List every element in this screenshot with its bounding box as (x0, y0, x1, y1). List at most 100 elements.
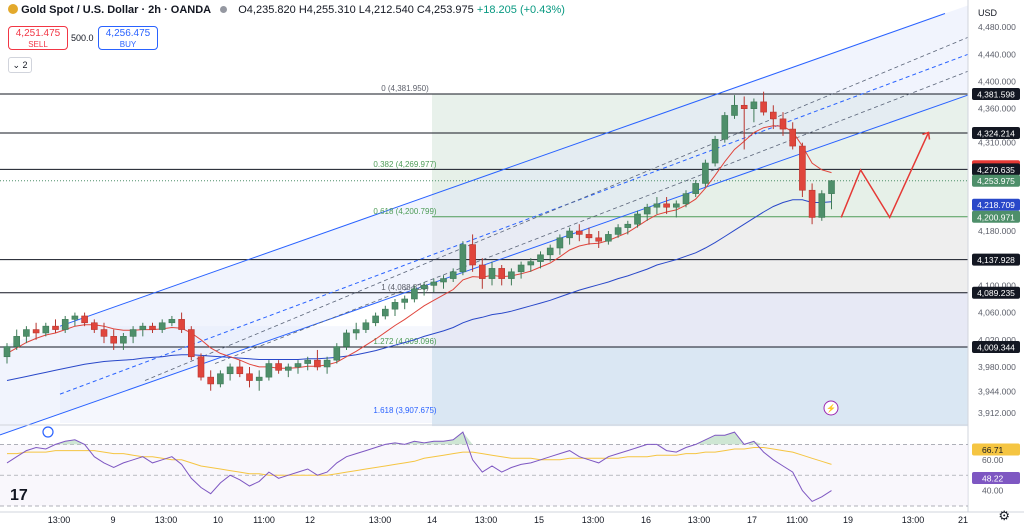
candle (789, 128, 797, 147)
order-quantity[interactable]: 500.0 (71, 33, 94, 43)
candle (595, 237, 603, 242)
candle (284, 366, 292, 371)
gear-icon[interactable]: ⚙ (998, 508, 1010, 523)
ohlc-low: L4,212.540 (358, 4, 414, 16)
indicator-toggle-button[interactable]: ⌄ 2 (8, 57, 32, 73)
candle (828, 180, 835, 194)
candle (226, 366, 234, 375)
rsi-settings-icon (42, 426, 54, 438)
fib-label-0: 0 (4,381.950) (381, 84, 429, 93)
price-level-badge-label: 4,089.235 (977, 288, 1015, 298)
candle (61, 319, 69, 330)
candle (711, 138, 719, 164)
candle (23, 329, 30, 337)
candle (643, 206, 651, 215)
sell-price: 4,251.475 (15, 28, 61, 39)
price-tick-label: 4,180.000 (978, 226, 1016, 236)
buy-button[interactable]: 4,256.475 BUY (98, 26, 158, 50)
candle (401, 298, 409, 303)
time-tick-label: 13:00 (902, 515, 925, 525)
regression-channel-fill (0, 5, 968, 435)
ohlc-open: O4,235.820 (238, 4, 296, 16)
candle (478, 264, 486, 279)
candle (3, 346, 11, 358)
fib-label-1.272: 1.272 (4,009.096) (373, 337, 436, 346)
price-tick-label: 4,360.000 (978, 104, 1016, 114)
price-level-badge (972, 210, 1020, 223)
candle (32, 329, 40, 334)
time-tick-label: 14 (427, 515, 437, 525)
candle (120, 336, 127, 344)
forecast-arrowhead-icon (922, 131, 931, 140)
symbol-title[interactable]: Gold Spot / U.S. Dollar · 2h · OANDA (21, 4, 212, 16)
candle (585, 234, 593, 239)
rsi-ma-line (7, 447, 832, 476)
candle (81, 315, 88, 324)
time-tick-label: 19 (843, 515, 853, 525)
candle (537, 254, 544, 262)
sell-button[interactable]: 4,251.475 SELL (8, 26, 68, 50)
price-tick-label: 4,400.000 (978, 76, 1016, 86)
candle (740, 104, 748, 109)
time-tick-label: 10 (213, 515, 223, 525)
forecast-path (840, 132, 930, 220)
ohlc-close: C4,253.975 (416, 4, 474, 16)
candle (149, 325, 156, 330)
price-level-badge (972, 88, 1020, 100)
rsi-value-label: 66.71 (982, 445, 1004, 455)
time-tick-label: 15 (534, 515, 544, 525)
chart-header: Gold Spot / U.S. Dollar · 2h · OANDA O4,… (8, 4, 565, 16)
candle (614, 227, 622, 235)
price-level-badge (972, 286, 1020, 299)
fib-label-1.618: 1.618 (3,907.675) (373, 406, 436, 415)
candle (197, 356, 205, 378)
price-level-badge-label: 4,009.344 (977, 343, 1015, 353)
candle (653, 203, 661, 208)
candle (605, 234, 612, 242)
rsi-ma-badge (972, 471, 1020, 484)
tradingview-logo-icon: 17 (10, 487, 28, 504)
sell-label: SELL (28, 40, 48, 49)
candle (508, 271, 515, 279)
candle (255, 376, 263, 381)
channel-dash-line (144, 36, 969, 381)
price-level-badge-label: 4,324.214 (977, 129, 1015, 139)
candle (527, 261, 535, 266)
time-tick-label: 13:00 (688, 515, 711, 525)
candle (265, 363, 273, 378)
time-tick-label: 13:00 (48, 515, 71, 525)
price-level-badge (972, 253, 1020, 266)
gold-symbol-icon (8, 4, 18, 14)
candle (750, 101, 758, 109)
candle (721, 115, 729, 140)
candle (546, 247, 554, 256)
candle (343, 332, 350, 347)
time-tick-label: 13:00 (582, 515, 605, 525)
candle (294, 363, 302, 368)
candle (236, 366, 244, 375)
candle (42, 325, 50, 334)
candle (158, 322, 166, 330)
candle (139, 325, 147, 330)
candle (304, 359, 312, 364)
candle (110, 336, 117, 344)
candle (488, 268, 496, 279)
candle (362, 322, 370, 330)
candle (459, 244, 467, 273)
price-tick-label: 4,100.000 (978, 280, 1016, 290)
candle (692, 183, 700, 194)
candle (430, 281, 438, 286)
price-level-badge (972, 341, 1020, 353)
time-tick-label: 12 (305, 515, 315, 525)
time-tick-label: 11:00 (786, 515, 808, 525)
candle (566, 230, 573, 239)
time-tick-label: 13:00 (369, 515, 392, 525)
candle (760, 101, 767, 113)
candle (323, 359, 331, 368)
candle (333, 346, 341, 361)
time-tick-label: 13:00 (155, 515, 178, 525)
price-level-badge-label: 4,270.635 (977, 165, 1015, 175)
rsi-tick-label: 40.00 (982, 486, 1004, 496)
